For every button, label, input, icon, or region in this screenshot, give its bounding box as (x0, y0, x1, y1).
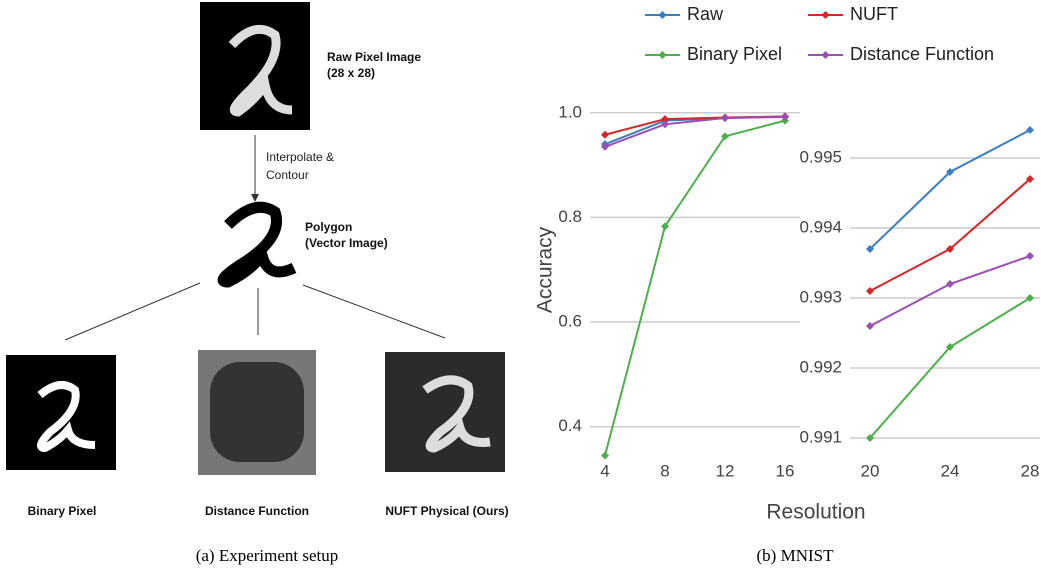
point (1026, 126, 1034, 134)
point (601, 451, 609, 459)
y-tick-label: 0.995 (799, 147, 842, 166)
point (946, 280, 954, 288)
distance-core (210, 362, 304, 462)
arrowhead (251, 194, 259, 202)
figure: Raw Pixel Image (28 x 28) Interpolate & … (0, 0, 1041, 575)
y-tick-label: 0.993 (799, 287, 842, 306)
x-tick-label: 8 (660, 461, 669, 480)
point (1026, 252, 1034, 260)
y-tick-label: 1.0 (558, 102, 582, 121)
legend-marker (822, 51, 830, 59)
series-line (870, 130, 1030, 249)
point (721, 114, 729, 122)
legend-marker (659, 11, 667, 19)
caption: (b) MNIST (757, 546, 835, 565)
diagram: Raw Pixel Image (28 x 28) Interpolate & … (6, 2, 834, 565)
point (601, 131, 609, 139)
output-label: Distance Function (205, 504, 309, 518)
point (866, 287, 874, 295)
polygon-sub: (Vector Image) (305, 236, 388, 250)
series-line (605, 116, 785, 134)
step-text: Contour (266, 168, 309, 182)
arrows (65, 283, 445, 340)
step-text: Interpolate & (266, 150, 334, 164)
x-tick-label: 4 (600, 461, 609, 480)
y-tick-label: 0.994 (799, 217, 842, 236)
legend-label: NUFT (850, 4, 898, 24)
series-line (605, 117, 785, 147)
series-line (870, 179, 1030, 291)
caption: (a) Experiment setup (196, 546, 339, 565)
legend-label: Distance Function (850, 44, 994, 64)
output-label: NUFT Physical (Ours) (385, 504, 508, 518)
raw-title: Raw Pixel Image (327, 50, 421, 64)
y-axis-label: Accuracy (534, 226, 557, 313)
x-tick-label: 16 (776, 461, 795, 480)
nuft-image (385, 352, 505, 472)
polygon-title: Polygon (305, 220, 352, 234)
point (866, 322, 874, 330)
series-line (605, 121, 785, 456)
y-tick-label: 0.4 (558, 416, 582, 435)
legend-label: Binary Pixel (687, 44, 782, 64)
polygon (223, 207, 294, 282)
x-axis-label: Resolution (766, 501, 865, 524)
x-tick-label: 28 (1021, 461, 1040, 480)
y-tick-label: 0.6 (558, 312, 582, 331)
raw-image (200, 2, 310, 130)
raw-size: (28 x 28) (327, 66, 375, 80)
series-line (870, 256, 1030, 326)
legend-marker (822, 11, 830, 19)
output-label: Binary Pixel (28, 504, 97, 518)
x-tick-label: 24 (941, 461, 960, 480)
x-tick-label: 12 (716, 461, 735, 480)
y-tick-label: 0.8 (558, 207, 582, 226)
x-tick-label: 20 (861, 461, 880, 480)
charts: 0.4 0.6 0.8 1.0 4 8 12 16 Accuracy Resolution 0.99… (534, 4, 1040, 524)
binary-image (6, 355, 116, 470)
y-tick-label: 0.991 (799, 427, 842, 446)
legend-marker (659, 51, 667, 59)
legend-label: Raw (687, 4, 724, 24)
y-tick-label: 0.992 (799, 357, 842, 376)
